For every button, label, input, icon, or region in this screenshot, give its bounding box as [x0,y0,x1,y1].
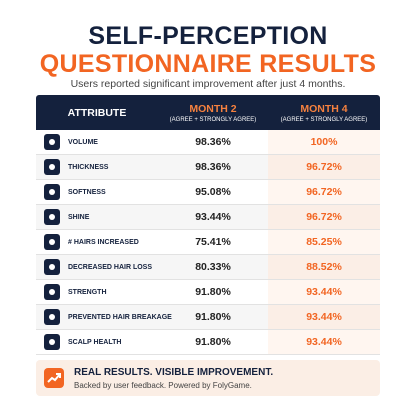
attribute-icon [44,284,60,300]
attribute-cell: THICKNESS [36,159,158,175]
column-sublabel: (AGREE + STRONGLY AGREE) [280,116,368,123]
month-4-value: 93.44% [268,305,380,329]
header-cell: ATTRIBUTE [36,95,158,130]
attribute-icon [44,309,60,325]
month-2-value: 91.80% [195,286,231,298]
footer-icon [44,368,64,388]
footer-headline: REAL RESULTS. VISIBLE IMPROVEMENT. [74,367,274,378]
table-row: VOLUME 98.36% 100% [36,130,380,155]
attribute-name: THICKNESS [68,163,109,171]
attribute-cell: DECREASED HAIR LOSS [36,259,158,275]
attribute-cell: STRENGTH [36,284,158,300]
month-2-value: 98.36% [195,161,231,173]
table-row: THICKNESS 98.36% 96.72% [36,155,380,180]
attribute-name: SOFTNESS [68,188,106,196]
attribute-name: PREVENTED HAIR BREAKAGE [68,313,172,321]
header-cell: MONTH 2 (AGREE + STRONGLY AGREE) [158,95,268,130]
month-4-value: 100% [268,130,380,154]
attribute-name: SHINE [68,213,90,221]
month-2-value: 93.44% [195,211,231,223]
attribute-icon [44,184,60,200]
table-row: SOFTNESS 95.08% 96.72% [36,180,380,205]
table-header: ATTRIBUTE MONTH 2 (AGREE + STRONGLY AGREE)… [36,95,380,130]
table-row: PREVENTED HAIR BREAKAGE 91.80% 93.44% [36,305,380,330]
month-2-value: 95.08% [195,186,231,198]
attribute-cell: VOLUME [36,134,158,150]
attribute-cell: # HAIRS INCREASED [36,234,158,250]
subtitle: Users reported significant improvement a… [70,78,346,90]
attribute-icon [44,209,60,225]
month-4-value: 96.72% [268,180,380,204]
column-label: ATTRIBUTE [67,106,127,119]
table-row: DECREASED HAIR LOSS 80.33% 88.52% [36,255,380,280]
column-sublabel: (AGREE + STRONGLY AGREE) [169,116,257,123]
table-row: STRENGTH 91.80% 93.44% [36,280,380,305]
column-label: MONTH 4 [300,102,348,115]
attribute-cell: SCALP HEALTH [36,334,158,350]
attribute-name: STRENGTH [68,288,107,296]
attribute-name: DECREASED HAIR LOSS [68,263,153,271]
attribute-icon [44,334,60,350]
month-4-value: 93.44% [268,330,380,354]
month-2-value: 80.33% [195,261,231,273]
table-row: # HAIRS INCREASED 75.41% 85.25% [36,230,380,255]
attribute-cell: SOFTNESS [36,184,158,200]
month-4-value: 85.25% [268,230,380,254]
month-2-value: 98.36% [195,136,231,148]
month-2-value: 91.80% [195,311,231,323]
table-row: SCALP HEALTH 91.80% 93.44% [36,330,380,355]
header-cell: MONTH 4 (AGREE + STRONGLY AGREE) [268,95,380,130]
table-row: SHINE 93.44% 96.72% [36,205,380,230]
month-2-value: 91.80% [195,336,231,348]
month-4-value: 96.72% [268,155,380,179]
attribute-name: SCALP HEALTH [68,338,122,346]
results-table: ATTRIBUTE MONTH 2 (AGREE + STRONGLY AGREE)… [36,95,380,355]
attribute-cell: PREVENTED HAIR BREAKAGE [36,309,172,325]
attribute-icon [44,134,60,150]
attribute-cell: SHINE [36,209,158,225]
footer-note: Backed by user feedback. Powered by Foly… [74,381,252,390]
month-4-value: 96.72% [268,205,380,229]
month-4-value: 93.44% [268,280,380,304]
attribute-icon [44,159,60,175]
month-2-value: 75.41% [195,236,231,248]
month-4-value: 88.52% [268,255,380,279]
attribute-name: # HAIRS INCREASED [68,238,139,246]
attribute-icon [44,259,60,275]
attribute-name: VOLUME [68,138,98,146]
attribute-icon [44,234,60,250]
column-label: MONTH 2 [189,102,237,115]
footer-box: REAL RESULTS. VISIBLE IMPROVEMENT. Backe… [36,360,380,396]
title-line-2: QUESTIONNAIRE RESULTS [39,50,377,78]
title-line-1: SELF-PERCEPTION [88,22,328,50]
